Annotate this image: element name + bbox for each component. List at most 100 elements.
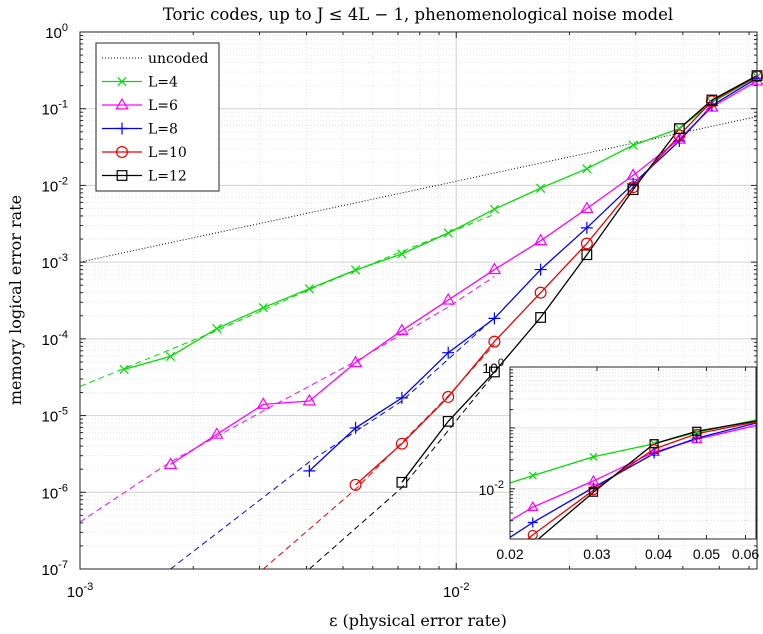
data-point-l-6 xyxy=(348,355,363,368)
legend-marker-l-6 xyxy=(115,97,129,110)
y-tick-label: 10-3 xyxy=(42,252,68,272)
x-tick-label: 10-2 xyxy=(443,581,469,601)
data-point-l-6 xyxy=(441,292,455,305)
inset-data-point-l-10 xyxy=(649,443,660,455)
legend-label-l-8: L=8 xyxy=(148,122,178,138)
data-point-l-8 xyxy=(349,421,362,434)
fit-line-l-4 xyxy=(80,213,495,387)
data-point-l-10 xyxy=(488,335,501,348)
inset-plot: 0.02 0.03 0.04 0.05 0.06 100 10-2 xyxy=(479,357,760,562)
data-point-l-10 xyxy=(442,390,455,403)
legend-marker-l-4 xyxy=(117,76,127,87)
x-tick-label: 10-3 xyxy=(67,581,93,601)
data-point-l-4 xyxy=(258,303,268,313)
data-point-l-8 xyxy=(303,464,316,477)
inset-series-line-l-12 xyxy=(537,420,756,539)
inset-data-point-l-12 xyxy=(588,487,599,497)
series-line-l-12 xyxy=(401,75,757,483)
data-point-l-4 xyxy=(119,364,129,375)
y-tick-label: 10-4 xyxy=(42,329,68,349)
inset-x-tick-label: 0.03 xyxy=(583,546,610,562)
inset-ticks: 0.02 0.03 0.04 0.05 0.06 100 10-2 xyxy=(479,357,760,562)
data-point-l-10 xyxy=(349,478,362,491)
data-point-l-12 xyxy=(627,184,639,196)
data-point-l-6 xyxy=(210,427,224,439)
data-point-l-6 xyxy=(487,262,502,275)
data-point-l-8 xyxy=(395,391,408,404)
inset-series-line-l-10 xyxy=(526,421,756,539)
data-point-l-12 xyxy=(581,249,593,261)
x-axis-label: ε (physical error rate) xyxy=(329,611,507,630)
data-point-l-6 xyxy=(163,457,178,470)
data-point-l-4 xyxy=(397,249,407,259)
data-point-l-6 xyxy=(302,393,317,406)
data-point-l-10 xyxy=(534,286,547,299)
legend-marker-l-8 xyxy=(116,122,128,135)
y-axis-label: memory logical error rate xyxy=(6,195,25,405)
inset-x-tick-label: 0.04 xyxy=(645,546,672,562)
legend-marker-l-10 xyxy=(115,146,128,159)
series-line-l-6 xyxy=(170,80,757,466)
inset-data-point-l-12 xyxy=(649,439,659,449)
legend-label-l-10: L=10 xyxy=(148,145,187,161)
data-point-l-4 xyxy=(536,183,546,193)
series-line-l-10 xyxy=(355,75,757,486)
fit-line-l-10 xyxy=(262,343,495,569)
inset-data-point-l-12 xyxy=(692,426,702,436)
data-point-l-6 xyxy=(395,323,409,336)
inset-data-point-l-4 xyxy=(650,439,659,448)
y-tick-label: 10-1 xyxy=(42,99,68,119)
data-point-l-8 xyxy=(534,263,547,276)
y-tick-label: 100 xyxy=(45,22,68,42)
data-point-l-4 xyxy=(212,323,222,334)
data-point-l-4 xyxy=(582,164,592,174)
y-tick-label: 10-2 xyxy=(42,175,68,195)
legend-label-l-6: L=6 xyxy=(148,98,178,114)
main-axes-box xyxy=(79,31,758,570)
data-point-l-12 xyxy=(706,94,718,106)
legend-box xyxy=(95,42,220,192)
data-point-l-8 xyxy=(442,346,455,359)
inset-series xyxy=(510,419,756,539)
data-point-l-4 xyxy=(443,228,453,238)
inset-data-point-l-6 xyxy=(526,500,539,512)
inset-x-tick-label: 0.06 xyxy=(732,546,759,562)
inset-x-tick-label: 0.05 xyxy=(693,546,720,562)
chart-title: Toric codes, up to J ≤ 4L − 1, phenomeno… xyxy=(163,5,673,24)
inset-series-line-l-8 xyxy=(510,422,756,538)
data-point-l-4 xyxy=(165,351,176,362)
data-point-l-12 xyxy=(442,415,454,427)
legend-label-l-4: L=4 xyxy=(148,75,178,91)
data-point-l-12 xyxy=(535,312,547,323)
data-point-l-8 xyxy=(488,312,501,325)
data-point-l-6 xyxy=(256,397,271,409)
y-tick-label: 10-6 xyxy=(42,482,68,502)
y-tick-label: 10-7 xyxy=(42,559,68,579)
inset-x-tick-label: 0.02 xyxy=(496,546,523,562)
data-point-l-4 xyxy=(304,284,314,294)
inset-data-point-l-4 xyxy=(589,452,598,461)
data-point-l-10 xyxy=(395,437,408,450)
data-point-l-6 xyxy=(580,201,594,214)
legend-label-l-12: L=12 xyxy=(148,169,187,185)
inset-y-tick-label: 10-2 xyxy=(479,479,504,498)
data-point-l-4 xyxy=(350,265,361,275)
data-point-l-12 xyxy=(489,366,500,378)
data-point-l-6 xyxy=(533,233,548,246)
legend-label-uncoded: uncoded xyxy=(148,51,209,67)
data-point-l-8 xyxy=(580,221,593,234)
data-point-l-10 xyxy=(673,129,686,142)
inset-data-point-l-4 xyxy=(528,471,537,480)
inset-y-tick-label: 100 xyxy=(482,357,504,376)
inset-markers xyxy=(526,426,703,541)
data-point-l-12 xyxy=(396,476,408,488)
legend: uncoded L=4 L=6 L=8 L=10 L=12 xyxy=(95,42,220,192)
inset-plot-area xyxy=(509,366,757,540)
inset-grid xyxy=(509,366,756,539)
inset-data-point-l-8 xyxy=(527,517,538,528)
data-point-l-12 xyxy=(673,123,685,135)
fit-line-l-6 xyxy=(80,276,495,523)
main-ticks: 10-3 10-2 100 10-1 10-2 10-3 10-4 10-5 10-6 10-7 xyxy=(42,22,757,601)
data-point-l-4 xyxy=(489,204,500,214)
